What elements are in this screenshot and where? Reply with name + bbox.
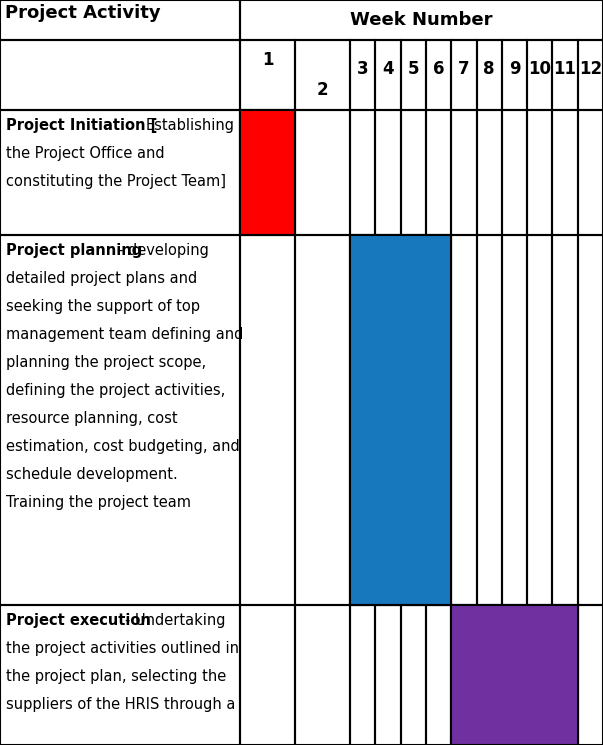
- Bar: [451, 605, 476, 745]
- Bar: [578, 605, 603, 745]
- Text: planning the project scope,: planning the project scope,: [6, 355, 206, 370]
- Text: Week Number: Week Number: [350, 11, 493, 29]
- Bar: [375, 235, 400, 605]
- Text: the project plan, selecting the: the project plan, selecting the: [6, 669, 226, 684]
- Bar: [0, 605, 240, 745]
- Bar: [400, 235, 426, 605]
- Bar: [0, 235, 240, 605]
- Bar: [451, 40, 476, 110]
- Bar: [375, 605, 400, 745]
- Text: 8: 8: [484, 60, 495, 78]
- Bar: [400, 40, 426, 110]
- Bar: [295, 40, 350, 110]
- Text: the project activities outlined in: the project activities outlined in: [6, 641, 239, 656]
- Bar: [426, 605, 451, 745]
- Bar: [295, 110, 350, 235]
- Text: schedule development.: schedule development.: [6, 467, 178, 482]
- Bar: [350, 605, 375, 745]
- Bar: [350, 110, 375, 235]
- Bar: [578, 40, 603, 110]
- Bar: [527, 605, 552, 745]
- Bar: [451, 605, 578, 745]
- Bar: [527, 110, 552, 235]
- Bar: [451, 605, 578, 745]
- Bar: [552, 605, 578, 745]
- Text: Training the project team: Training the project team: [6, 495, 191, 510]
- Text: suppliers of the HRIS through a: suppliers of the HRIS through a: [6, 697, 235, 712]
- Text: 6: 6: [433, 60, 444, 78]
- Bar: [552, 40, 578, 110]
- Bar: [240, 110, 295, 235]
- Bar: [350, 40, 375, 110]
- Bar: [240, 0, 603, 40]
- Bar: [375, 40, 400, 110]
- Bar: [451, 235, 476, 605]
- Bar: [0, 0, 240, 40]
- Text: 2: 2: [317, 81, 328, 99]
- Bar: [476, 40, 502, 110]
- Bar: [240, 40, 295, 110]
- Text: detailed project plans and: detailed project plans and: [6, 271, 197, 286]
- Bar: [502, 605, 527, 745]
- Bar: [476, 235, 502, 605]
- Bar: [426, 110, 451, 235]
- Text: 7: 7: [458, 60, 470, 78]
- Text: constituting the Project Team]: constituting the Project Team]: [6, 174, 226, 189]
- Text: seeking the support of top: seeking the support of top: [6, 299, 200, 314]
- Bar: [400, 110, 426, 235]
- Bar: [426, 40, 451, 110]
- Text: 12: 12: [579, 60, 602, 78]
- Bar: [552, 110, 578, 235]
- Bar: [502, 40, 527, 110]
- Text: management team defining and: management team defining and: [6, 327, 244, 342]
- Text: 4: 4: [382, 60, 394, 78]
- Bar: [0, 40, 240, 110]
- Bar: [426, 235, 451, 605]
- Bar: [350, 235, 451, 605]
- Bar: [527, 40, 552, 110]
- Text: - Undertaking: - Undertaking: [125, 613, 226, 628]
- Bar: [295, 605, 350, 745]
- Bar: [240, 110, 295, 235]
- Bar: [476, 605, 502, 745]
- Text: estimation, cost budgeting, and: estimation, cost budgeting, and: [6, 439, 240, 454]
- Text: - developing: - developing: [118, 243, 209, 258]
- Text: defining the project activities,: defining the project activities,: [6, 383, 226, 398]
- Text: 5: 5: [408, 60, 419, 78]
- Text: 10: 10: [528, 60, 551, 78]
- Text: Project Activity: Project Activity: [5, 4, 160, 22]
- Bar: [0, 110, 240, 235]
- Bar: [476, 110, 502, 235]
- Text: resource planning, cost: resource planning, cost: [6, 411, 178, 426]
- Bar: [552, 235, 578, 605]
- Bar: [295, 235, 350, 605]
- Text: Project Initiation [: Project Initiation [: [6, 118, 157, 133]
- Text: Project planning: Project planning: [6, 243, 142, 258]
- Bar: [350, 235, 451, 605]
- Bar: [578, 110, 603, 235]
- Text: the Project Office and: the Project Office and: [6, 146, 165, 161]
- Bar: [451, 110, 476, 235]
- Text: 1: 1: [262, 51, 273, 69]
- Text: 11: 11: [554, 60, 576, 78]
- Bar: [502, 110, 527, 235]
- Text: 3: 3: [357, 60, 368, 78]
- Bar: [240, 110, 295, 235]
- Text: 9: 9: [509, 60, 520, 78]
- Text: Project execution: Project execution: [6, 613, 151, 628]
- Bar: [527, 235, 552, 605]
- Bar: [578, 235, 603, 605]
- Bar: [400, 605, 426, 745]
- Bar: [350, 235, 375, 605]
- Bar: [240, 235, 295, 605]
- Bar: [375, 110, 400, 235]
- Text: Establishing: Establishing: [146, 118, 235, 133]
- Bar: [502, 235, 527, 605]
- Bar: [240, 605, 295, 745]
